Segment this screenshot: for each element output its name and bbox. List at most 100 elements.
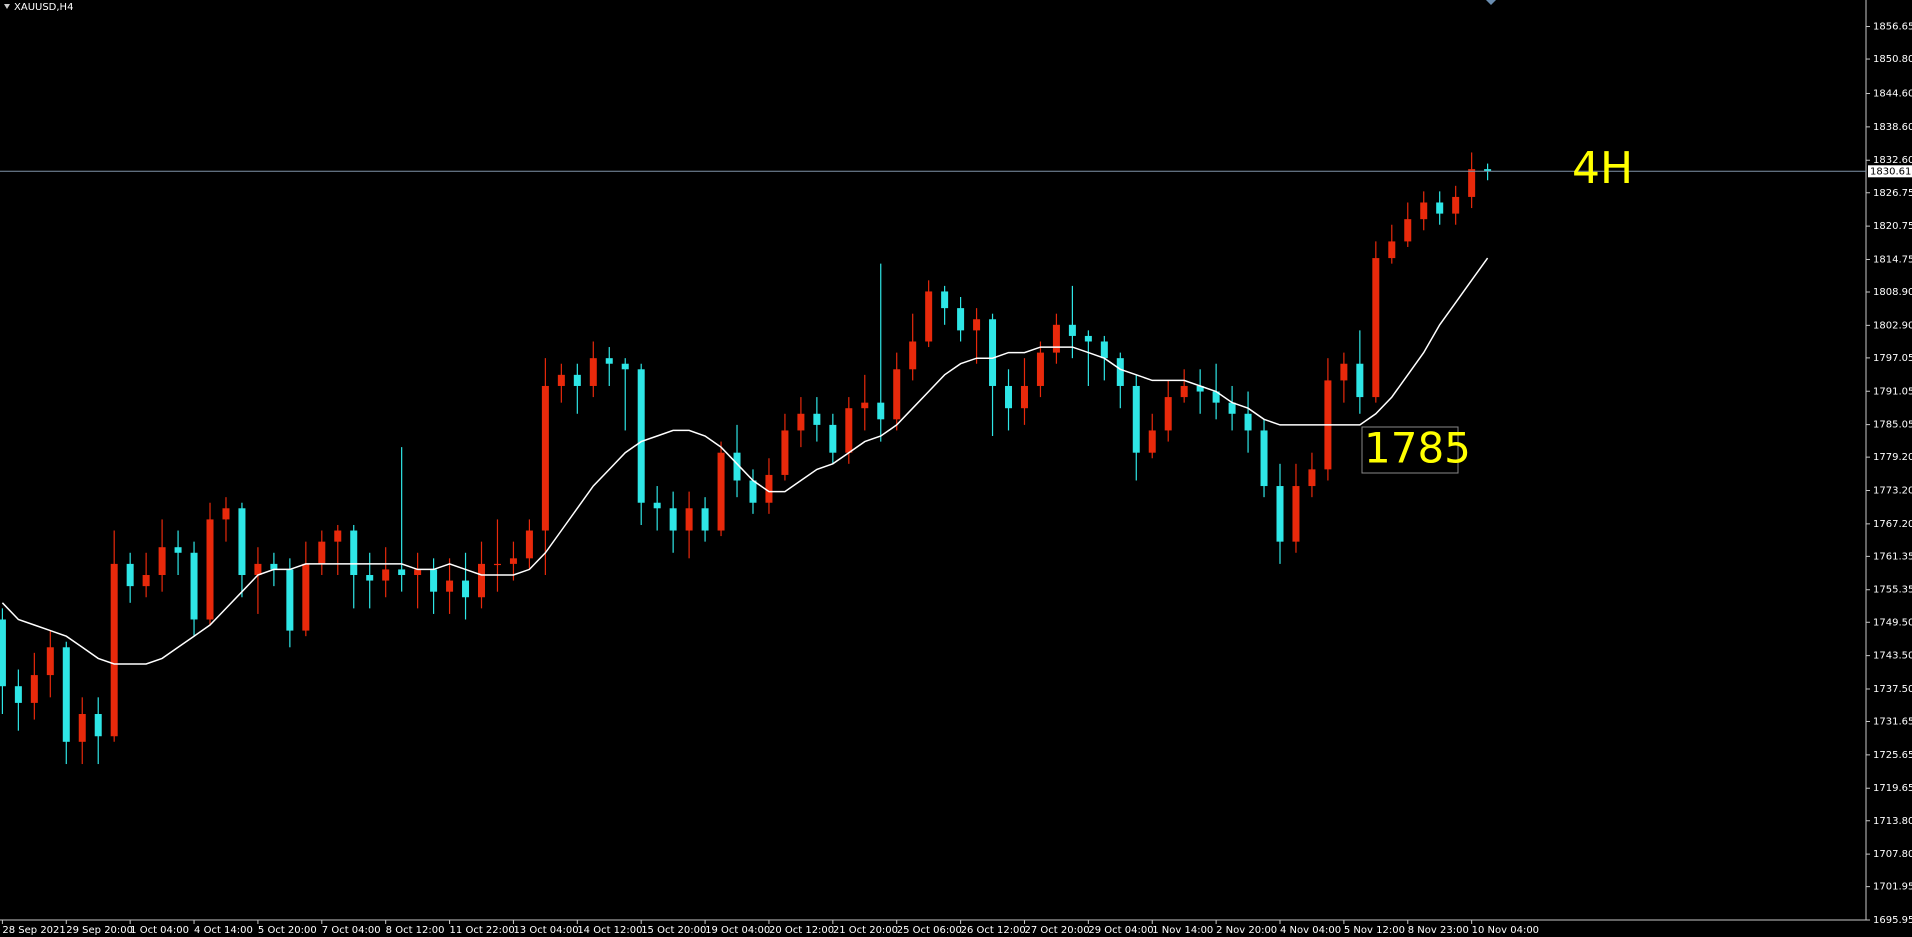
candle-body [749, 480, 757, 503]
x-tick-label: 8 Nov 23:00 [1408, 925, 1469, 936]
candle-body [1100, 341, 1108, 359]
candle-body [126, 563, 134, 587]
candle-body [142, 575, 150, 587]
y-tick-label: 1838.60 [1873, 122, 1912, 133]
candle-body [557, 374, 565, 386]
candle-body [366, 575, 374, 581]
candle-body [541, 385, 549, 531]
y-tick-label: 1713.80 [1873, 816, 1912, 827]
annotation: 1785 [1364, 424, 1471, 473]
y-tick-label: 1820.75 [1873, 221, 1912, 232]
x-tick-label: 20 Oct 12:00 [769, 925, 834, 936]
candle-body [669, 508, 677, 531]
candle-body [1228, 402, 1236, 414]
x-tick-label: 14 Oct 12:00 [577, 925, 642, 936]
y-tick-label: 1707.80 [1873, 849, 1912, 860]
annotation: 4H [1572, 143, 1633, 194]
x-tick-label: 27 Oct 20:00 [1024, 925, 1089, 936]
candle-body [909, 341, 917, 370]
y-tick-label: 1832.60 [1873, 155, 1912, 166]
y-tick-label: 1761.35 [1873, 551, 1912, 562]
candle-body [877, 402, 885, 420]
candle-body [957, 308, 965, 331]
candle-body [1164, 397, 1172, 431]
y-tick-label: 1749.50 [1873, 617, 1912, 628]
candle-body [1244, 413, 1252, 431]
annotation-box [1361, 426, 1459, 474]
y-tick-label: 1797.05 [1873, 353, 1912, 364]
candle-body [1068, 324, 1076, 336]
candle-body [1468, 169, 1476, 197]
x-tick-label: 21 Oct 20:00 [833, 925, 898, 936]
candle-body [589, 358, 597, 386]
candle-body [813, 413, 821, 425]
candle-body [685, 508, 693, 531]
candle-body [1084, 335, 1092, 342]
candle-body [1388, 241, 1396, 259]
candle-body [1276, 486, 1284, 542]
y-tick-label: 1743.50 [1873, 651, 1912, 662]
candle-body [1196, 385, 1204, 392]
x-tick-label: 4 Nov 04:00 [1280, 925, 1341, 936]
x-tick-label: 11 Oct 22:00 [450, 925, 515, 936]
candle-body [733, 452, 741, 481]
chart-title: XAUUSD,H4 [14, 2, 73, 13]
y-tick-label: 1755.35 [1873, 585, 1912, 596]
candle-body [1180, 385, 1188, 398]
candle-body [222, 508, 230, 520]
candle-body [334, 530, 342, 542]
y-tick-label: 1850.80 [1873, 54, 1912, 65]
candle-body [46, 647, 54, 676]
candle-body [14, 686, 22, 703]
y-tick-label: 1701.95 [1873, 882, 1912, 893]
y-tick-label: 1785.05 [1873, 420, 1912, 431]
candle-body [78, 714, 86, 742]
x-tick-label: 29 Sep 20:00 [66, 925, 133, 936]
candle-body [845, 408, 853, 453]
candle-body [1036, 352, 1044, 386]
x-tick-label: 26 Oct 12:00 [961, 925, 1026, 936]
x-tick-label: 19 Oct 04:00 [705, 925, 770, 936]
x-tick-label: 13 Oct 04:00 [513, 925, 578, 936]
moving-average [1, 257, 1489, 665]
x-tick-label: 10 Nov 04:00 [1472, 925, 1539, 936]
x-tick-label: 8 Oct 12:00 [386, 925, 445, 936]
candle-body [238, 508, 246, 576]
candle-body [462, 580, 470, 598]
y-tick-label: 1737.50 [1873, 684, 1912, 695]
x-tick-label: 1 Oct 04:00 [130, 925, 189, 936]
candle-body [509, 558, 517, 564]
candle-body [414, 569, 422, 576]
candle-body [30, 675, 38, 703]
candle-body [797, 413, 805, 431]
y-tick-label: 1719.65 [1873, 783, 1912, 794]
candle-body [1292, 486, 1300, 542]
candle-body [0, 619, 6, 687]
candle-body [1452, 196, 1460, 214]
candle-body [605, 358, 613, 364]
candle-body [637, 369, 645, 503]
candle-body [110, 563, 118, 737]
candle-body [190, 552, 198, 620]
y-tick-label: 1856.65 [1873, 22, 1912, 33]
candle-body [1484, 169, 1492, 172]
candle-body [270, 563, 278, 570]
candle-body [302, 563, 310, 631]
candle-body [174, 547, 182, 553]
candle-body [941, 291, 949, 309]
candle-body [1404, 219, 1412, 242]
candle-body [973, 319, 981, 331]
candle-body [62, 647, 70, 742]
candle-body [525, 530, 533, 559]
candle-body [1212, 391, 1220, 403]
x-tick-label: 2 Nov 20:00 [1216, 925, 1277, 936]
y-tick-label: 1779.20 [1873, 452, 1912, 463]
y-tick-label: 1773.20 [1873, 485, 1912, 496]
price-label: 1830.61 [1870, 166, 1911, 177]
candle-body [446, 580, 454, 592]
candle-body [781, 430, 789, 475]
y-tick-label: 1791.05 [1873, 386, 1912, 397]
candle-body [1372, 258, 1380, 398]
